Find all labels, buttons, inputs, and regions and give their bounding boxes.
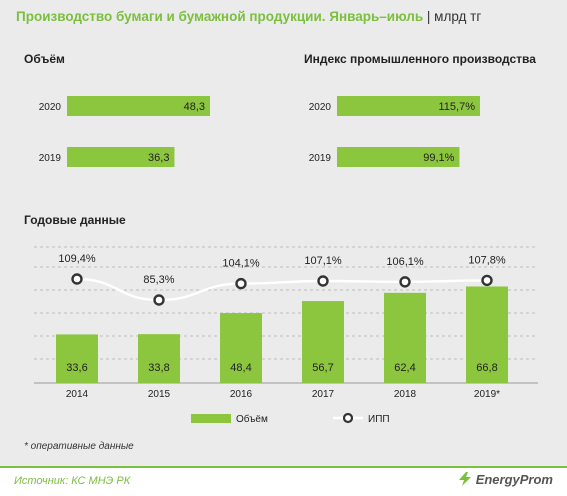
- annual-volume-bar: [138, 334, 180, 383]
- ipp-point: [71, 273, 83, 285]
- ipp-point: [153, 294, 165, 306]
- x-tick-label: 2018: [394, 389, 417, 400]
- ipp-point: [317, 275, 329, 287]
- annual-volume-bar: [56, 334, 98, 383]
- legend-ipp-marker: [342, 412, 354, 424]
- ipp-value-label: 109,4%: [58, 253, 96, 265]
- ipp-value-label: 106,1%: [386, 256, 424, 268]
- brand-name: EnergyProm: [475, 472, 553, 487]
- ipp-value-label: 115,7%: [439, 101, 476, 113]
- volume-category-label: 2019: [39, 153, 62, 164]
- ipp-point: [399, 276, 411, 288]
- x-tick-label: 2016: [230, 389, 253, 400]
- footnote: * оперативные данные: [24, 441, 134, 452]
- chart-title: Производство бумаги и бумажной продукции…: [16, 9, 481, 24]
- x-tick-label: 2017: [312, 389, 335, 400]
- ipp-point: [235, 277, 247, 290]
- title-main: Производство бумаги и бумажной продукции…: [16, 9, 424, 24]
- brand-logo: EnergyProm: [457, 472, 553, 487]
- ipp-bar: [337, 147, 460, 167]
- annual-volume-value-label: 33,8: [148, 362, 169, 374]
- ipp-value-label: 107,1%: [304, 255, 342, 267]
- annual-volume-bar: [384, 292, 426, 383]
- x-tick-label: 2015: [148, 389, 171, 400]
- ipp-value-label: 99,1%: [423, 152, 454, 164]
- volume-section-title: Объём: [24, 52, 65, 66]
- lightning-icon: [458, 472, 471, 486]
- x-tick-label: 2014: [66, 389, 89, 400]
- annual-volume-bar: [220, 313, 262, 383]
- annual-volume-bar: [302, 301, 344, 383]
- legend-volume-swatch: [191, 414, 231, 423]
- legend-ipp-label: ИПП: [368, 414, 390, 425]
- volume-value-label: 36,3: [148, 152, 169, 164]
- ipp-category-label: 2020: [309, 102, 332, 113]
- ipp-value-label: 107,8%: [468, 254, 506, 266]
- annual-volume-value-label: 62,4: [394, 362, 415, 374]
- annual-volume-value-label: 33,6: [66, 362, 87, 374]
- footer: Источник: КС МНЭ РК EnergyProm: [0, 466, 567, 496]
- annual-volume-value-label: 48,4: [230, 362, 251, 374]
- volume-bar: [67, 96, 210, 116]
- x-tick-label: 2019*: [474, 389, 500, 400]
- footer-divider: [0, 466, 567, 468]
- source-text: Источник: КС МНЭ РК: [14, 475, 131, 487]
- ipp-point: [481, 274, 493, 287]
- ipp-series-line: [76, 277, 488, 302]
- volume-bar: [67, 147, 175, 167]
- ipp-category-label: 2019: [309, 153, 332, 164]
- ipp-bar: [337, 96, 480, 116]
- chart-canvas: 2020 48,3 2019 36,3 2020 115,7% 2019 99,1% 33,6 2…: [34, 96, 538, 425]
- annual-volume-value-label: 66,8: [476, 362, 497, 374]
- ipp-section-title: Индекс промышленного производства: [304, 52, 536, 66]
- ipp-value-label: 85,3%: [143, 274, 174, 286]
- annual-volume-bar: [466, 286, 508, 383]
- annual-section-title: Годовые данные: [24, 213, 126, 227]
- volume-value-label: 48,3: [184, 101, 205, 113]
- volume-category-label: 2020: [39, 102, 62, 113]
- title-unit: | млрд тг: [426, 9, 482, 24]
- ipp-value-label: 104,1%: [222, 258, 260, 270]
- legend-volume-label: Объём: [236, 413, 268, 425]
- annual-volume-value-label: 56,7: [312, 362, 333, 374]
